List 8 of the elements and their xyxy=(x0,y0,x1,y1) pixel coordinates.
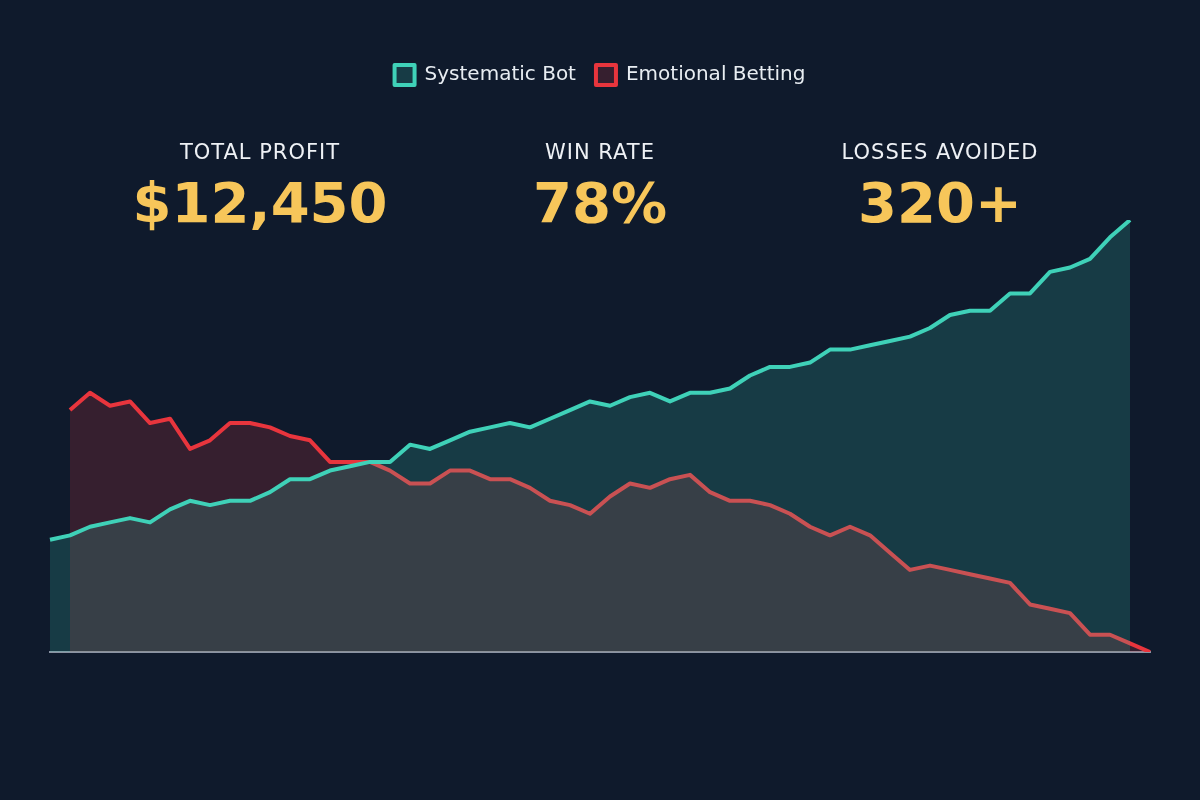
annotation: $12,450 xyxy=(131,170,389,235)
text: LOSSES AVOIDED xyxy=(840,140,1040,164)
text: TOTAL PROFIT xyxy=(178,140,342,164)
annotation: 320+ xyxy=(857,170,1023,235)
legend-label: Emotional Betting xyxy=(625,61,806,86)
legend-label: Systematic Bot xyxy=(424,61,577,86)
annotation: 78% xyxy=(531,170,668,235)
text: WIN RATE xyxy=(544,140,656,164)
